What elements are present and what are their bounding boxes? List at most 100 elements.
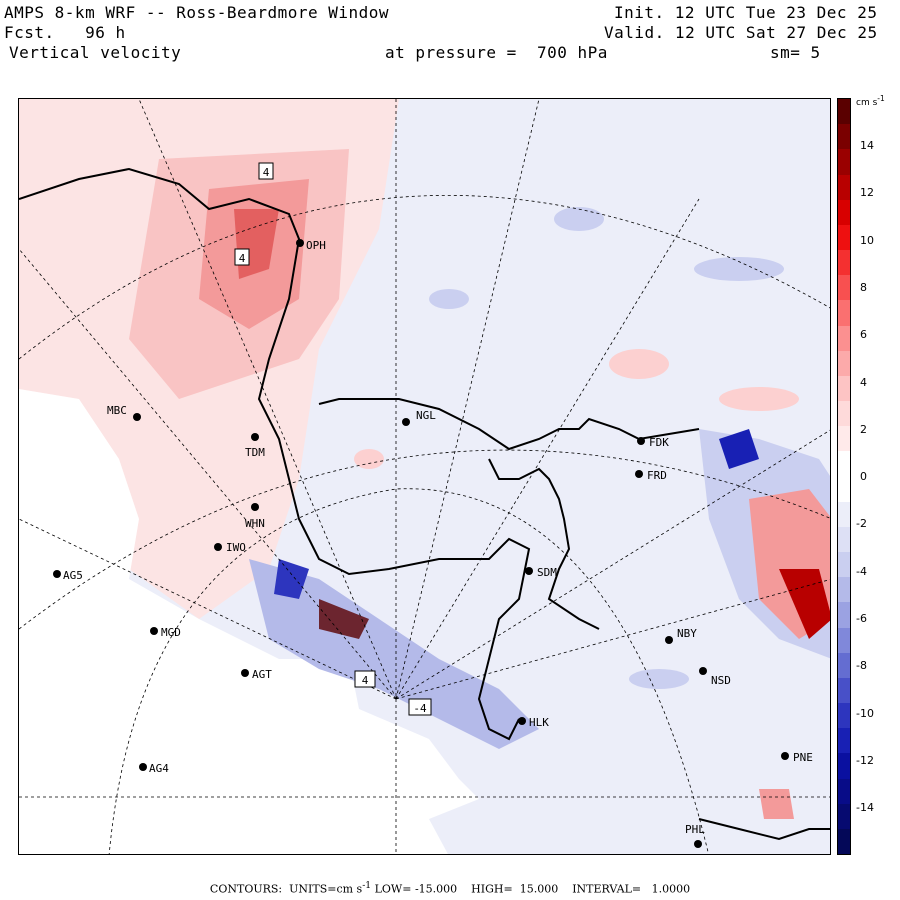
station-dot-mgd xyxy=(150,627,158,635)
colorbar-segment xyxy=(838,451,850,477)
colorbar-segment xyxy=(838,828,850,855)
station-label-tdm: TDM xyxy=(245,446,265,459)
colorbar-tick-label: 4 xyxy=(860,375,867,389)
pressure-level: at pressure = 700 hPa xyxy=(385,43,608,62)
positive-blob-south xyxy=(759,789,794,819)
valid-time: Valid. 12 UTC Sat 27 Dec 25 xyxy=(604,23,878,42)
contour-box-1: 4 xyxy=(263,166,270,179)
colorbar-segment xyxy=(838,728,850,754)
station-label-nsd: NSD xyxy=(711,674,731,687)
station-label-nby: NBY xyxy=(677,627,697,640)
station-dot-ngl xyxy=(402,418,410,426)
station-dot-phl xyxy=(694,840,702,848)
colorbar-segment xyxy=(838,300,850,326)
contour-label-boxes: 4 4 4 -4 xyxy=(234,162,432,716)
station-label-agt: AGT xyxy=(252,668,272,681)
smoothing-label: sm= 5 xyxy=(770,43,821,62)
vertical-velocity-map: 4 4 4 -4 OPH MBC TDM NGL FDK FRD WHN IWO… xyxy=(19,99,830,854)
positive-blob-3 xyxy=(354,449,384,469)
colorbar-segment xyxy=(838,99,850,125)
station-label-phl: PHL xyxy=(685,823,705,836)
colorbar-tick-label: 0 xyxy=(860,470,867,484)
colorbar-tick-label: -8 xyxy=(856,659,867,673)
station-dot-fdk xyxy=(637,437,645,445)
colorbar-segment xyxy=(838,577,850,603)
masked-region-west xyxy=(19,389,349,679)
colorbar-tick-label: -6 xyxy=(856,612,867,625)
station-label-whn: WHN xyxy=(245,517,265,530)
negative-core-coast xyxy=(274,559,309,599)
colorbar-tick-label: 10 xyxy=(860,233,874,247)
colorbar-segment xyxy=(838,149,850,175)
station-dot-ag5 xyxy=(53,570,61,578)
station-label-oph: OPH xyxy=(306,239,326,252)
colorbar-unit: cm s-1 xyxy=(856,94,885,108)
colorbar-segment xyxy=(838,652,850,679)
colorbar-segment xyxy=(838,275,850,301)
colorbar-segment xyxy=(838,501,850,528)
negative-blob-1 xyxy=(694,257,784,281)
title-line: AMPS 8-km WRF -- Ross-Beardmore Window xyxy=(4,3,390,22)
colorbar-tick-label: -14 xyxy=(856,801,874,815)
colorbar-segment xyxy=(838,703,850,729)
station-dot-hlk xyxy=(518,717,526,725)
colorbar-segment xyxy=(838,199,850,226)
station-label-ag5: AG5 xyxy=(63,569,83,582)
colorbar-tick-label: 6 xyxy=(860,328,867,342)
colorbar-segment xyxy=(838,124,850,150)
station-dot-mbc xyxy=(133,413,141,421)
colorbar-segment xyxy=(838,401,850,427)
colorbar-tick-label: -10 xyxy=(856,706,874,720)
station-dot-pne xyxy=(781,752,789,760)
colorbar-segment xyxy=(838,350,850,377)
colorbar-segment xyxy=(838,325,850,352)
station-label-hlk: HLK xyxy=(529,716,549,729)
init-time: Init. 12 UTC Tue 23 Dec 25 xyxy=(614,3,878,22)
colorbar-segment xyxy=(838,426,850,452)
colorbar-tick-label: 2 xyxy=(860,422,867,436)
contour-box-4: -4 xyxy=(413,702,427,715)
masked-region-southwest xyxy=(19,659,479,854)
negative-blob-3 xyxy=(429,289,469,309)
colorbar-tick-label: 12 xyxy=(860,186,874,200)
colorbar-segment xyxy=(838,753,850,779)
variable-name: Vertical velocity xyxy=(9,43,182,62)
colorbar-segment xyxy=(838,224,850,251)
positive-core-coast xyxy=(319,599,369,639)
colorbar-segment xyxy=(838,375,850,402)
colorbar-segment xyxy=(838,526,850,553)
station-label-pne: PNE xyxy=(793,751,813,764)
colorbar-tick-label: 8 xyxy=(860,280,867,294)
colorbar-segment xyxy=(838,250,850,276)
colorbar-segment xyxy=(838,602,850,628)
contour-info: CONTOURS: UNITS=cm s-1 LOW= -15.000 HIGH… xyxy=(209,880,691,896)
colorbar-segment xyxy=(838,627,850,654)
colorbar-tick-label: -2 xyxy=(856,517,867,531)
colorbar-segment xyxy=(838,552,850,578)
station-dot-iwo xyxy=(214,543,222,551)
station-dot-tdm xyxy=(251,433,259,441)
contour-box-2: 4 xyxy=(239,252,246,265)
map-panel: 4 4 4 -4 OPH MBC TDM NGL FDK FRD WHN IWO… xyxy=(18,98,831,855)
station-label-ag4: AG4 xyxy=(149,762,169,775)
colorbar-segment xyxy=(838,677,850,704)
station-dot-oph xyxy=(296,239,304,247)
negative-core-east xyxy=(719,429,759,469)
colorbar-segment xyxy=(838,803,850,830)
station-label-ngl: NGL xyxy=(416,409,436,422)
station-label-sdm: SDM xyxy=(537,566,557,579)
negative-blob-4 xyxy=(629,669,689,689)
station-dot-nby xyxy=(665,636,673,644)
station-dot-ag4 xyxy=(139,763,147,771)
positive-blob-2 xyxy=(719,387,799,411)
station-dot-nsd xyxy=(699,667,707,675)
positive-blob-1 xyxy=(609,349,669,379)
colorbar-tick-label: -12 xyxy=(856,753,874,767)
station-label-fdk: FDK xyxy=(649,436,669,449)
station-dot-agt xyxy=(241,669,249,677)
station-dot-frd xyxy=(635,470,643,478)
station-markers: OPH MBC TDM NGL FDK FRD WHN IWO AG5 SDM … xyxy=(53,239,813,848)
colorbar xyxy=(837,98,851,855)
station-label-frd: FRD xyxy=(647,469,667,482)
colorbar-tick-label: 14 xyxy=(860,139,874,152)
